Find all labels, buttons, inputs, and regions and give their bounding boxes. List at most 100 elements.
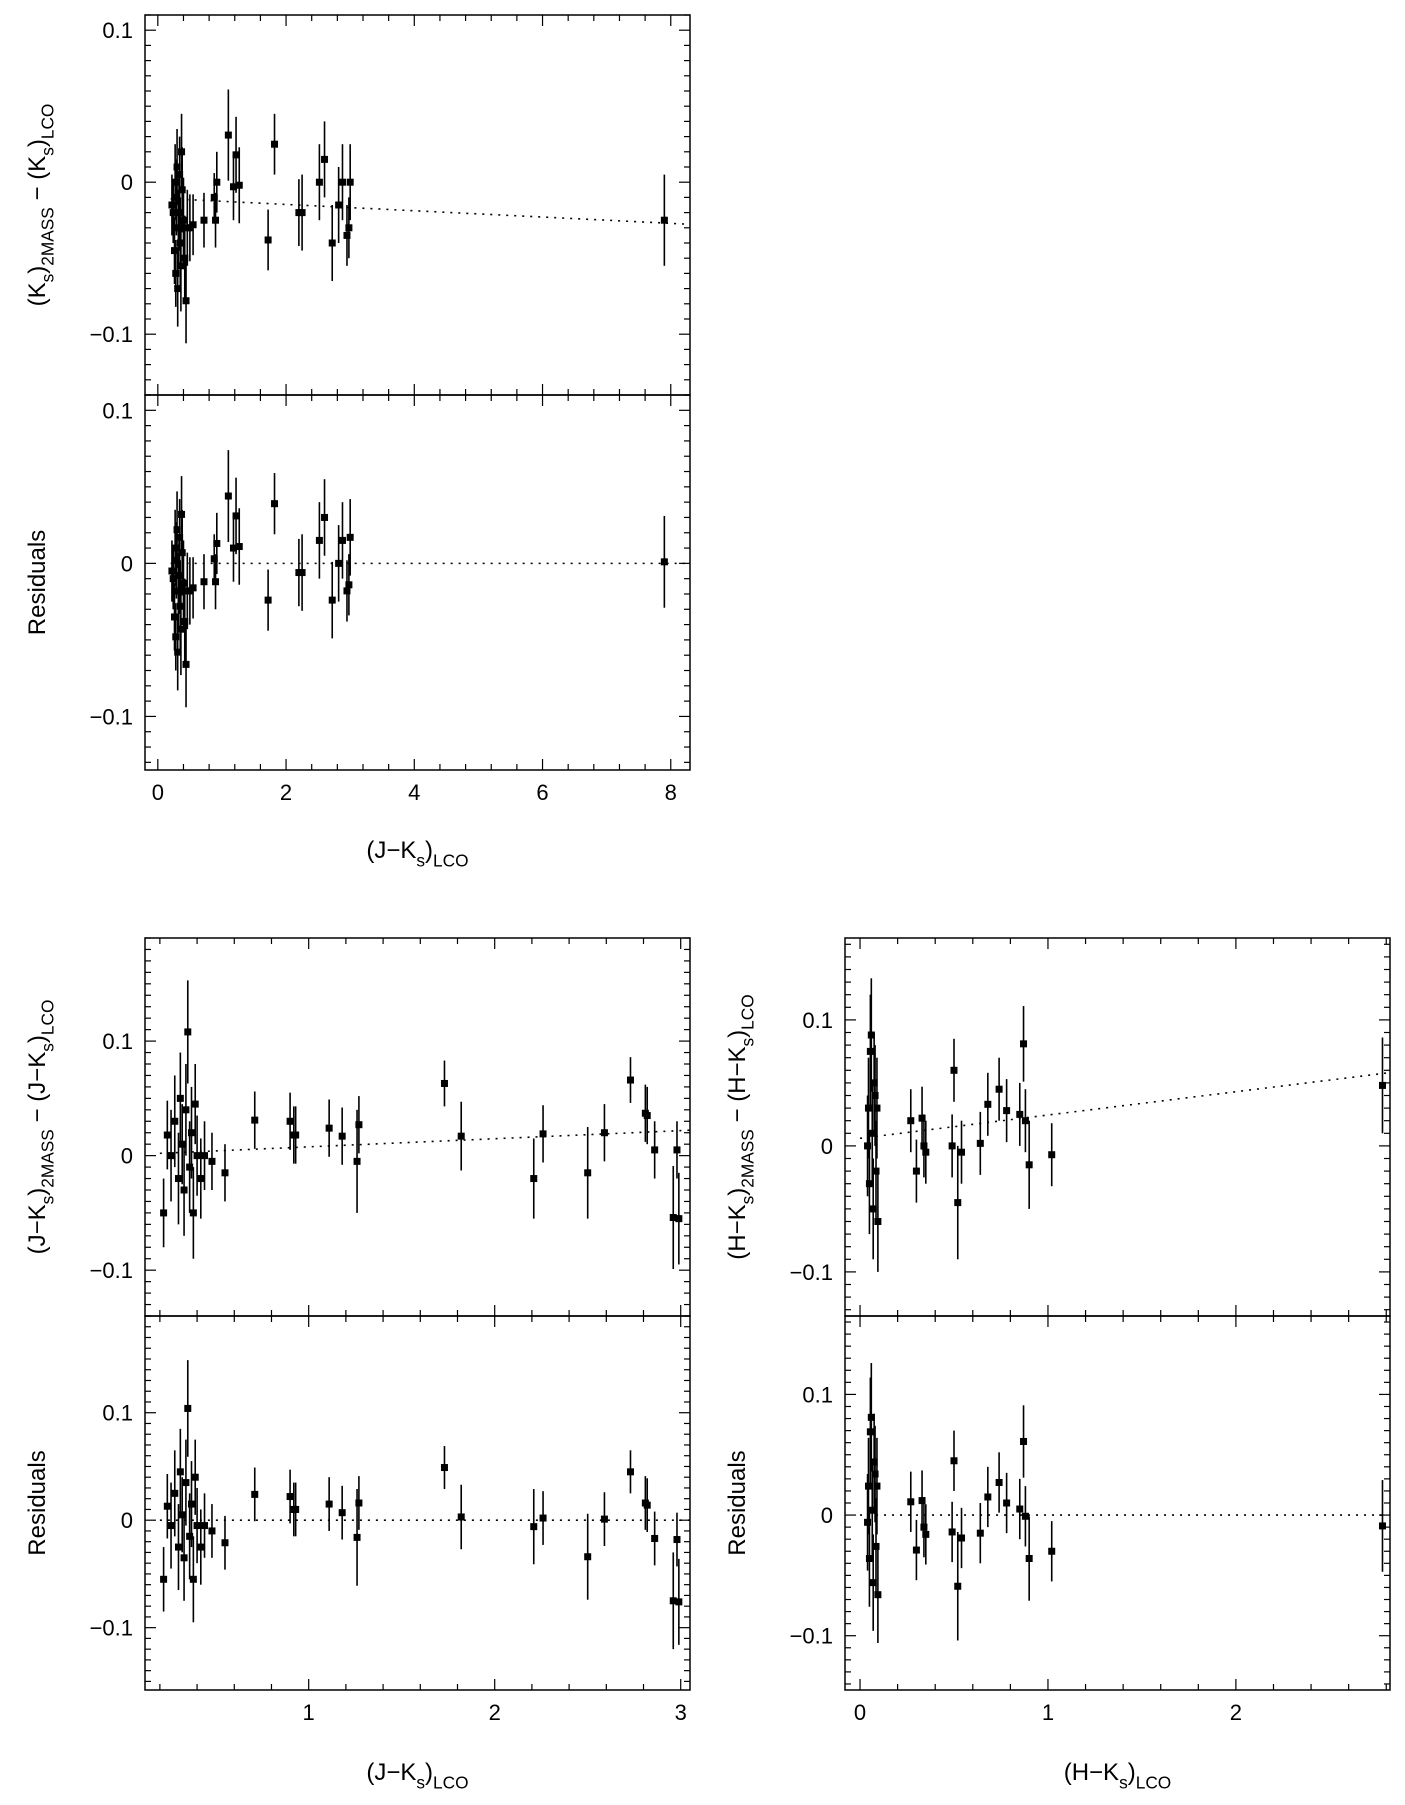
ks-xtick-label: 6	[536, 780, 548, 805]
jk-top-data-point	[338, 1132, 346, 1140]
jk-top-data-point	[189, 1209, 197, 1217]
jk-bottom-data-point	[251, 1490, 259, 1498]
ks-top-data-point	[170, 247, 178, 255]
ks-bottom-data-point	[170, 613, 178, 621]
hk-top-data-point	[1020, 1040, 1028, 1048]
hk-bottom-data-point	[918, 1497, 926, 1505]
hk-bottom-data-point	[867, 1413, 875, 1421]
ks-top-ylabel: (Ks)2MASS − (Ks)LCO	[24, 104, 57, 307]
ks-bottom-frame	[144, 394, 691, 771]
hk-top-data-point	[958, 1148, 966, 1156]
jk-top-data-point	[292, 1131, 300, 1139]
jk-bottom-data-point	[178, 1511, 186, 1519]
jk-top-data-point	[675, 1215, 683, 1223]
hk-bottom-data-point	[864, 1482, 872, 1490]
ks-bottom-panel: 0.1 0 −0.1 Residuals	[24, 394, 691, 771]
jk-bottom-data-point	[440, 1464, 448, 1472]
hk-top-data-point	[1003, 1107, 1011, 1115]
ks-top-data-point	[328, 239, 336, 247]
ks-bottom-data-point	[264, 596, 272, 604]
jk-top-data-point	[180, 1186, 188, 1194]
hk-top-data-point	[1378, 1081, 1386, 1089]
jk-bottom-data-point	[201, 1522, 209, 1530]
ks-top-data-point	[235, 181, 243, 189]
ks-top-data-point	[338, 178, 346, 186]
jk-top-data-point	[182, 1106, 190, 1114]
ks-bottom-data-point	[171, 544, 179, 552]
hk-bottom-data-point	[865, 1554, 873, 1562]
jk-top-fit-line	[159, 1129, 691, 1155]
ks-bottom-data-point	[212, 578, 220, 586]
ks-bottom-data-point	[271, 500, 279, 508]
ks-bottom-data-point	[179, 579, 187, 587]
jk-top-data-point	[193, 1152, 201, 1160]
hk-top-data-point	[912, 1167, 920, 1175]
ks-bottom-data-point	[181, 618, 189, 626]
jk-bottom-ytick-label: −0.1	[90, 1616, 133, 1641]
jk-top-data-point	[457, 1132, 465, 1140]
hk-top-data-point	[874, 1218, 882, 1225]
ks-bottom-data-point	[224, 492, 232, 500]
ks-xlabel: (J−Ks)LCO	[366, 837, 468, 870]
jk-xtick-label: 3	[675, 1700, 687, 1725]
jk-bottom-data-point	[584, 1553, 592, 1561]
ks-bottom-data-point	[210, 555, 218, 563]
jk-bottom-data-point	[193, 1522, 201, 1530]
hk-bottom-data-point	[920, 1523, 928, 1531]
ks-bottom-data-point	[343, 587, 351, 595]
hk-bottom-panel: 0.1 0 −0.1 Residuals	[724, 1315, 1391, 1691]
hk-bottom-ytick-label: −0.1	[790, 1624, 833, 1649]
jk-bottom-data-point	[180, 1554, 188, 1562]
ks-xtick-label: 4	[408, 780, 420, 805]
hk-chart-group: 0.1 0 −0.1 (H−Ks)2MASS − (H−Ks)LCO 0.1 0 −0.1 R…	[724, 937, 1391, 1792]
jk-top-ytick-label: −0.1	[90, 1258, 133, 1283]
ks-top-data-point	[335, 201, 343, 209]
ks-bottom-data-point	[345, 581, 353, 589]
jk-chart-group: 0.1 0 −0.1 (J−Ks)2MASS − (J−Ks)LCO 0.1 0 −0.1 R…	[24, 937, 691, 1792]
hk-top-data-point	[868, 1129, 876, 1137]
jk-top-data-point	[440, 1079, 448, 1087]
jk-top-data-point	[539, 1130, 547, 1138]
jk-top-data-point	[176, 1094, 184, 1102]
hk-xtick-label: 2	[1230, 1700, 1242, 1725]
jk-top-data-point	[355, 1121, 363, 1129]
ks-bottom-data-point	[338, 536, 346, 544]
ks-top-data-point	[178, 186, 186, 194]
jk-top-data-point	[626, 1076, 634, 1084]
jk-top-data-point	[174, 1175, 182, 1183]
hk-bottom-data-point	[873, 1482, 881, 1490]
hk-bottom-data-point	[995, 1478, 1003, 1486]
jk-top-data-point	[643, 1112, 651, 1120]
hk-bottom-data-point	[869, 1579, 877, 1587]
jk-top-data-point	[600, 1129, 608, 1137]
ks-bottom-data-point	[229, 544, 237, 552]
hk-top-panel: 0.1 0 −0.1 (H−Ks)2MASS − (H−Ks)LCO	[724, 937, 1391, 1317]
hk-bottom-data-point	[912, 1546, 920, 1554]
hk-bottom-data-point	[871, 1470, 879, 1478]
jk-top-data-point	[188, 1129, 196, 1137]
hk-bottom-data-point	[872, 1542, 880, 1550]
hk-top-data-point	[918, 1114, 926, 1122]
ks-bottom-data-point	[169, 575, 177, 583]
jk-top-data-point	[584, 1169, 592, 1177]
ks-bottom-data-point	[200, 578, 208, 586]
ks-top-fit-line	[170, 197, 691, 226]
jk-top-ytick-label: 0	[121, 1144, 133, 1169]
jk-top-data-point	[673, 1146, 681, 1154]
jk-xlabel: (J−Ks)LCO	[366, 1759, 468, 1792]
hk-top-data-point	[907, 1117, 915, 1125]
ks-top-data-point	[182, 297, 190, 305]
hk-bottom-data-point	[954, 1582, 962, 1590]
jk-bottom-data-point	[174, 1543, 182, 1551]
ks-top-data-point	[660, 216, 668, 224]
hk-bottom-data-point	[1025, 1554, 1033, 1562]
jk-top-data-point	[167, 1152, 175, 1160]
hk-top-data-point	[1021, 1117, 1029, 1125]
jk-bottom-ylabel: Residuals	[24, 1450, 51, 1555]
hk-bottom-data-point	[874, 1591, 882, 1599]
hk-top-data-point	[922, 1148, 930, 1156]
hk-bottom-data-point	[1048, 1547, 1056, 1555]
ks-top-panel: 0.1 0 −0.1 (Ks)2MASS − (Ks)LCO	[24, 14, 691, 396]
ks-bottom-ytick-label: 0.1	[102, 398, 133, 423]
ks-top-data-point	[224, 131, 232, 139]
